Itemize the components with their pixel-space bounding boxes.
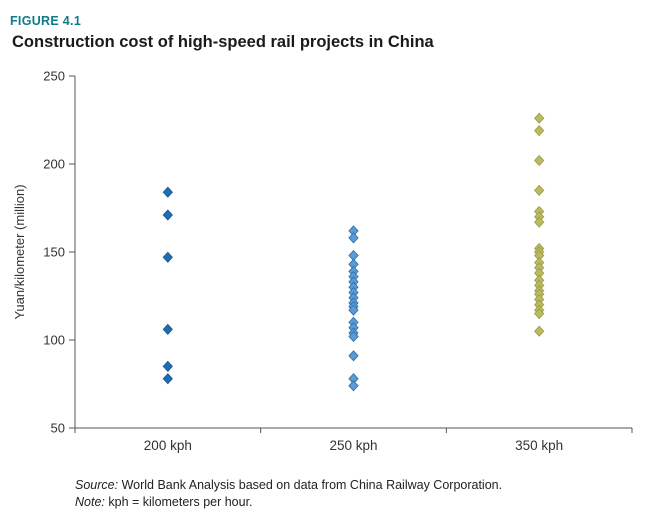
- data-point: [162, 360, 173, 372]
- data-point: [534, 112, 545, 124]
- data-point: [534, 184, 545, 196]
- scatter-plot: Yuan/kilometer (million) 50 100 150 200 250 2…: [12, 69, 633, 453]
- data-point: [534, 154, 545, 167]
- data-point: [348, 330, 359, 343]
- data-point: [534, 308, 545, 320]
- note-label: Note:: [75, 494, 105, 509]
- figure-label: FIGURE 4.1: [10, 14, 82, 28]
- source-line: Source: World Bank Analysis based on dat…: [75, 477, 645, 494]
- y-tick-label: 150: [43, 245, 65, 260]
- source-label: Source:: [75, 478, 119, 492]
- data-point: [162, 186, 173, 198]
- source-text: World Bank Analysis based on data from C…: [118, 478, 503, 492]
- data-point: [162, 323, 173, 335]
- x-category-label: 200 kph: [144, 438, 192, 453]
- data-point: [162, 209, 173, 221]
- note-text: kph = kilometers per hour.: [104, 494, 253, 509]
- y-tick-label: 250: [43, 69, 65, 84]
- data-point: [348, 380, 359, 392]
- data-point: [348, 232, 359, 244]
- note-line: Note: kph = kilometers per hour.: [75, 494, 645, 511]
- x-category-label: 350 kph: [515, 438, 563, 453]
- data-point: [534, 216, 545, 228]
- y-axis-label: Yuan/kilometer (million): [12, 184, 27, 319]
- x-category-label: 250 kph: [329, 438, 377, 453]
- y-tick-label: 200: [43, 157, 65, 172]
- data-point: [534, 325, 545, 337]
- source-note: Source: World Bank Analysis based on dat…: [75, 477, 645, 511]
- data-point: [348, 350, 359, 362]
- data-point: [348, 304, 359, 316]
- figure-title: Construction cost of high-speed rail pro…: [12, 33, 434, 51]
- data-point: [162, 251, 173, 263]
- y-tick-label: 100: [43, 333, 65, 348]
- data-point: [162, 373, 173, 385]
- y-tick-label: 50: [51, 421, 65, 436]
- data-point: [534, 125, 545, 137]
